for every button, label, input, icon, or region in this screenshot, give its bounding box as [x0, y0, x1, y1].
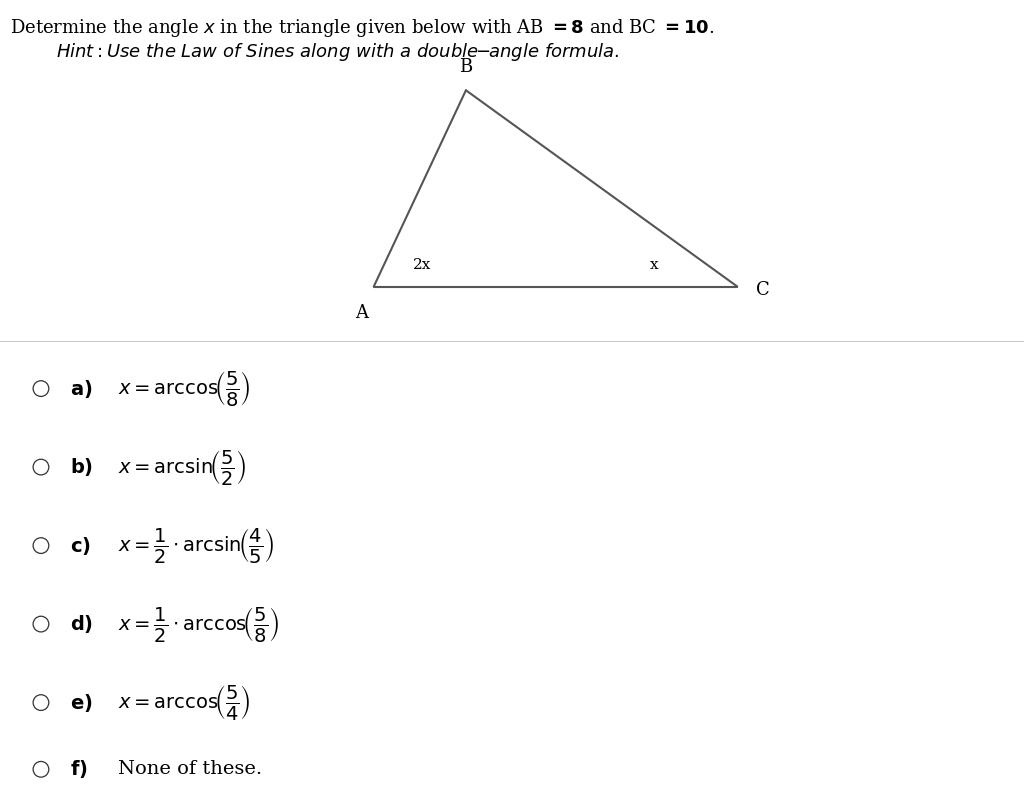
Text: $\mathbf{f)}$: $\mathbf{f)}$: [70, 758, 87, 780]
Text: $x = \mathrm{arcsin}\!\left(\dfrac{5}{2}\right)$: $x = \mathrm{arcsin}\!\left(\dfrac{5}{2}…: [118, 447, 246, 487]
Text: x: x: [650, 258, 658, 272]
Text: $x = \mathrm{arccos}\!\left(\dfrac{5}{8}\right)$: $x = \mathrm{arccos}\!\left(\dfrac{5}{8}…: [118, 369, 251, 408]
Text: $\mathbf{b)}$: $\mathbf{b)}$: [70, 456, 93, 478]
Text: Determine the angle $x$ in the triangle given below with AB $\mathbf{= 8}$ and B: Determine the angle $x$ in the triangle …: [10, 17, 715, 39]
Text: $\mathbf{c)}$: $\mathbf{c)}$: [70, 535, 90, 557]
Text: $x = \mathrm{arccos}\!\left(\dfrac{5}{4}\right)$: $x = \mathrm{arccos}\!\left(\dfrac{5}{4}…: [118, 683, 251, 722]
Text: $x = \dfrac{1}{2} \cdot \mathrm{arcsin}\!\left(\dfrac{4}{5}\right)$: $x = \dfrac{1}{2} \cdot \mathrm{arcsin}\…: [118, 526, 274, 565]
Text: $\mathbf{a)}$: $\mathbf{a)}$: [70, 378, 92, 400]
Text: $\mathbf{e)}$: $\mathbf{e)}$: [70, 692, 92, 714]
Text: 2x: 2x: [413, 258, 431, 272]
Text: None of these.: None of these.: [118, 761, 262, 778]
Text: C: C: [756, 282, 769, 299]
Text: $\mathit{Hint: Use\ the\ Law\ of\ Sines\ along\ with\ a\ double\!\!-\!\!angle\ f: $\mathit{Hint: Use\ the\ Law\ of\ Sines\…: [56, 41, 620, 63]
Text: $\mathbf{d)}$: $\mathbf{d)}$: [70, 613, 93, 635]
Text: A: A: [355, 304, 368, 322]
Text: $x = \dfrac{1}{2} \cdot \mathrm{arccos}\!\left(\dfrac{5}{8}\right)$: $x = \dfrac{1}{2} \cdot \mathrm{arccos}\…: [118, 604, 280, 644]
Text: B: B: [460, 58, 472, 76]
